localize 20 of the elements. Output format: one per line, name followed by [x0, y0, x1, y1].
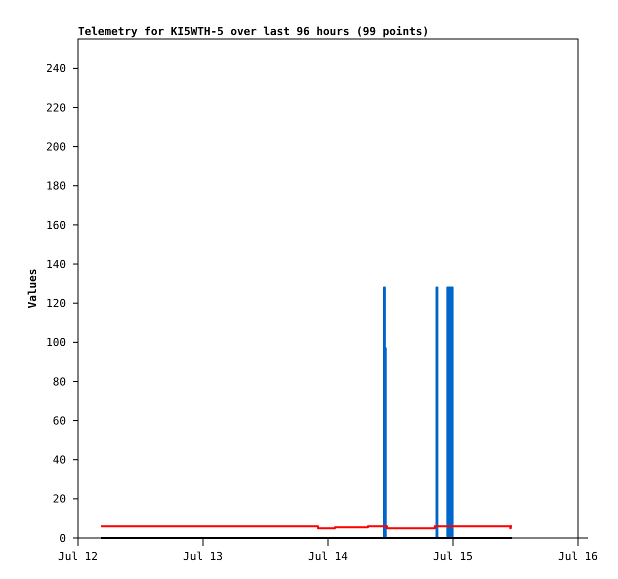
y-tick-label: 80: [52, 375, 66, 388]
x-tick-label: Jul 16: [558, 550, 598, 563]
y-tick-label: 60: [52, 414, 66, 428]
x-tick-label: Jul 12: [58, 550, 98, 563]
x-tick-label: Jul 15: [433, 550, 473, 563]
y-tick-label: 200: [46, 140, 66, 154]
y-tick-label: 240: [46, 62, 66, 76]
y-tick-label: 160: [46, 218, 66, 232]
chart-title: Telemetry for KI5WTH-5 over last 96 hours (99 points): [78, 25, 429, 38]
y-tick-label: 0: [59, 532, 66, 545]
y-tick-label: 40: [52, 454, 66, 467]
y-tick-label: 140: [46, 258, 66, 271]
y-tick-label: 120: [46, 297, 66, 310]
y-tick-label: 180: [46, 180, 66, 193]
x-tick-label: Jul 13: [183, 550, 223, 563]
y-tick-label: 100: [46, 336, 66, 350]
x-tick-label: Jul 14: [308, 550, 348, 563]
y-tick-label: 20: [52, 492, 66, 506]
y-axis-title: Values: [26, 268, 39, 308]
y-tick-label: 220: [46, 101, 66, 114]
